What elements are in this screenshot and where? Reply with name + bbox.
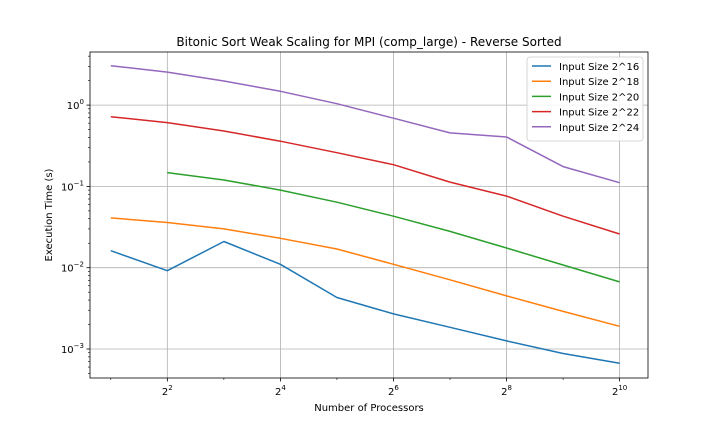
legend: Input Size 2^16 Input Size 2^18 Input Size…	[526, 56, 644, 142]
x-axis-label: Number of Processors	[314, 403, 424, 414]
legend-entry-label: Input Size 2^24	[559, 123, 639, 134]
legend-entry-label: Input Size 2^20	[559, 92, 639, 103]
x-tick-label: 22	[162, 384, 173, 398]
x-tick-label: 28	[501, 384, 512, 398]
x-axis-ticks: 22 24 26 28 210	[110, 378, 627, 398]
y-tick-label: 10−3	[61, 342, 84, 356]
legend-entry-label: Input Size 2^16	[559, 62, 639, 73]
y-axis-label: Execution Time (s)	[44, 168, 55, 261]
y-tick-label: 100	[67, 98, 84, 112]
x-tick-label: 24	[275, 384, 286, 398]
series-line-1	[110, 240, 620, 364]
legend-entry-label: Input Size 2^18	[559, 77, 639, 88]
x-tick-label: 26	[388, 384, 399, 398]
series-line-2	[110, 217, 620, 328]
y-tick-label: 10−1	[61, 179, 84, 193]
series-line-3	[167, 171, 620, 283]
legend-entry-label: Input Size 2^22	[559, 108, 639, 119]
series-line-4	[110, 115, 620, 235]
series-lines	[110, 64, 620, 364]
plot-area-frame	[89, 51, 649, 379]
y-tick-label: 10−2	[61, 261, 84, 275]
chart-title: Bitonic Sort Weak Scaling for MPI (comp_…	[176, 35, 561, 49]
legend-box	[526, 56, 644, 142]
y-axis-ticks: 10−3 10−2 10−1 100	[61, 55, 90, 374]
series-line-5	[110, 64, 620, 184]
x-tick-label: 210	[612, 384, 627, 398]
